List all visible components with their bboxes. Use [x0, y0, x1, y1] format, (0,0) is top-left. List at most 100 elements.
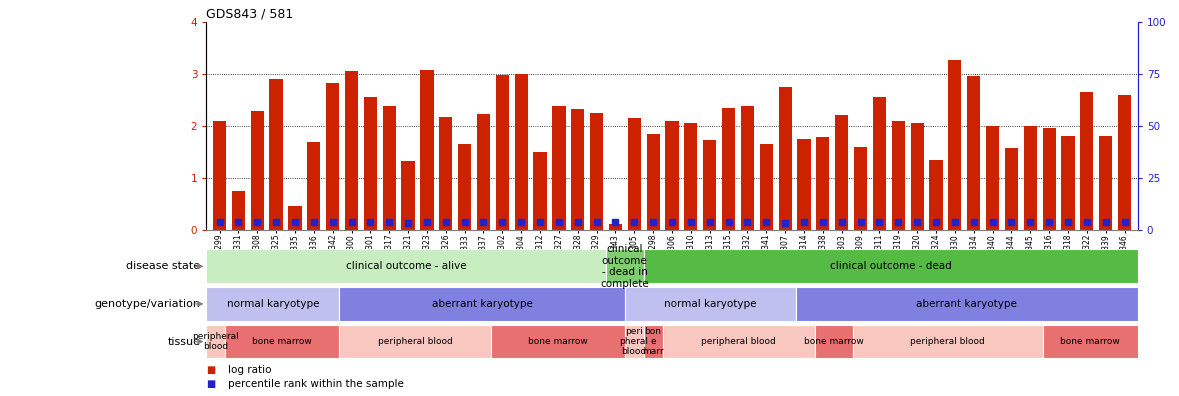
Bar [1099, 136, 1112, 230]
Point [681, 219, 700, 225]
Point [700, 219, 719, 225]
Point [983, 219, 1002, 225]
Point [832, 219, 851, 225]
Point [399, 220, 417, 226]
Bar [703, 140, 717, 230]
Bar [476, 114, 490, 230]
Text: peripheral blood: peripheral blood [378, 337, 453, 346]
Bar [364, 97, 377, 230]
Bar [270, 79, 283, 230]
Bar [1080, 92, 1093, 230]
Point [323, 219, 342, 225]
Bar [1118, 95, 1131, 230]
Bar [213, 120, 226, 230]
Bar [327, 83, 340, 230]
Bar [345, 71, 358, 230]
Bar [929, 160, 942, 230]
Point [644, 219, 663, 225]
Point [436, 219, 455, 225]
Point [380, 219, 399, 225]
Text: normal karyotype: normal karyotype [664, 299, 756, 309]
Text: clinical outcome - dead: clinical outcome - dead [830, 261, 951, 271]
Bar [514, 74, 528, 230]
Bar [967, 76, 980, 230]
Text: peripheral blood: peripheral blood [910, 337, 984, 346]
Bar [891, 120, 904, 230]
Point [625, 219, 644, 225]
Text: clinical outcome - alive: clinical outcome - alive [345, 261, 466, 271]
Bar [759, 144, 773, 230]
Bar [1023, 126, 1036, 230]
Bar [1061, 136, 1074, 230]
Point [964, 219, 983, 225]
Text: clinical
outcome
- dead in
complete: clinical outcome - dead in complete [600, 244, 648, 289]
Bar [740, 106, 755, 230]
Bar [872, 97, 887, 230]
Bar [232, 191, 245, 230]
Bar [1042, 128, 1055, 230]
Bar [646, 133, 660, 230]
Bar [571, 109, 585, 230]
Text: peripheral
blood: peripheral blood [192, 332, 239, 351]
Text: aberrant karyotype: aberrant karyotype [916, 299, 1017, 309]
Point [568, 219, 587, 225]
Bar [439, 117, 453, 230]
Point [304, 219, 323, 225]
Bar [986, 126, 999, 230]
Bar [778, 87, 792, 230]
Bar [608, 225, 623, 230]
Point [757, 219, 776, 225]
Bar [722, 108, 736, 230]
Bar [627, 118, 641, 230]
Point [1096, 219, 1115, 225]
Text: bone marrow: bone marrow [1060, 337, 1120, 346]
Point [738, 219, 757, 225]
Bar [590, 113, 604, 230]
Point [266, 219, 285, 225]
Point [229, 219, 248, 225]
Point [512, 219, 531, 225]
Bar [552, 107, 566, 230]
Bar [402, 161, 415, 230]
Point [795, 219, 814, 225]
Point [1040, 219, 1059, 225]
Text: bone marrow: bone marrow [252, 337, 312, 346]
Bar [308, 143, 321, 230]
Point [455, 219, 474, 225]
Text: tissue: tissue [167, 337, 200, 346]
Point [814, 219, 832, 225]
Bar [383, 106, 396, 230]
Bar [1005, 148, 1017, 230]
Text: GDS843 / 581: GDS843 / 581 [206, 8, 294, 21]
Point [1002, 219, 1021, 225]
Text: peri
pheral
blood: peri pheral blood [619, 327, 648, 356]
Bar [835, 115, 849, 230]
Point [889, 219, 908, 225]
Text: disease state: disease state [126, 261, 200, 271]
Bar [665, 120, 679, 230]
Point [946, 219, 964, 225]
Point [606, 219, 625, 225]
Point [474, 219, 493, 225]
Text: ■: ■ [206, 365, 216, 375]
Bar [816, 137, 830, 230]
Point [493, 219, 512, 225]
Point [531, 219, 549, 225]
Point [549, 219, 568, 225]
Bar [910, 123, 923, 230]
Point [1115, 219, 1134, 225]
Point [587, 219, 606, 225]
Bar [495, 75, 509, 230]
Point [927, 219, 946, 226]
Bar [289, 206, 302, 230]
Text: percentile rank within the sample: percentile rank within the sample [228, 379, 403, 389]
Bar [421, 70, 434, 230]
Text: bone marrow: bone marrow [804, 337, 863, 346]
Bar [684, 123, 698, 230]
Text: peripheral blood: peripheral blood [702, 337, 776, 346]
Point [663, 219, 681, 225]
Point [776, 219, 795, 226]
Point [285, 219, 304, 225]
Text: bon
e
marr: bon e marr [643, 327, 664, 356]
Bar [797, 139, 811, 230]
